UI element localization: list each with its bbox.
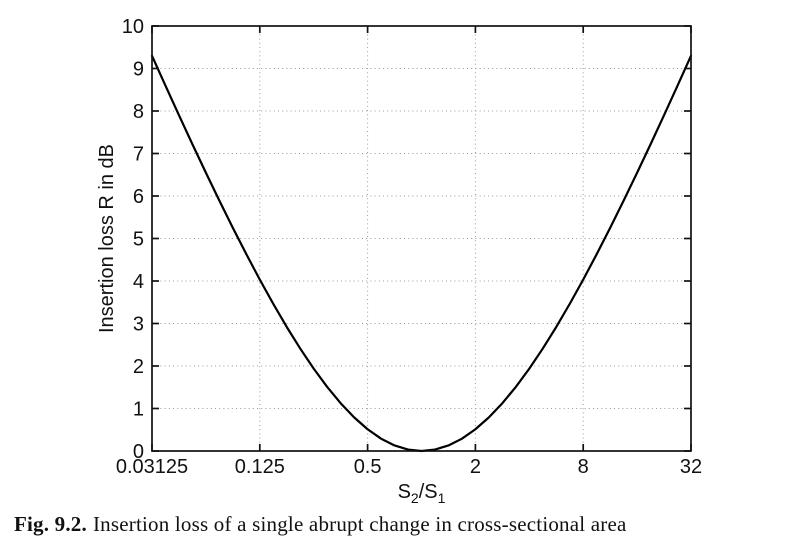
- insertion-loss-chart: 0 1 2 3 4 5 6 7 8 9 10 0.03125 0.125 0.5 2 8 32 Insertion…: [96, 16, 702, 506]
- caption-text: Insertion loss of a single abrupt change…: [92, 512, 627, 536]
- x-tick-label: 8: [578, 456, 589, 478]
- figure-caption: Fig. 9.2. Insertion loss of a single abru…: [14, 512, 794, 537]
- x-tick-label: 32: [680, 456, 702, 478]
- x-axis-label: S2/S1: [398, 481, 446, 506]
- insertion-loss-curve: [150, 54, 693, 453]
- y-tick-label: 2: [133, 356, 144, 378]
- x-tick-label: 0.03125: [116, 456, 188, 478]
- y-tick-label: 4: [133, 271, 144, 293]
- y-tick-label: 9: [133, 59, 144, 81]
- x-tick-label: 0.125: [235, 456, 285, 478]
- x-tick-label: 0.5: [354, 456, 382, 478]
- y-tick-label: 0: [133, 441, 144, 463]
- x-tick-label: 2: [470, 456, 481, 478]
- y-tick-label: 3: [133, 314, 144, 336]
- grid-lines: [152, 26, 691, 451]
- tick-marks: [151, 25, 692, 452]
- y-tick-label: 5: [133, 229, 144, 251]
- y-tick-label: 10: [122, 16, 144, 38]
- data-curve: [150, 54, 693, 453]
- caption-number: Fig. 9.2.: [14, 512, 87, 536]
- y-axis-label: Insertion loss R in dB: [96, 144, 118, 333]
- y-tick-label: 7: [133, 144, 144, 166]
- y-tick-label: 1: [133, 399, 144, 421]
- axis-labels: 0 1 2 3 4 5 6 7 8 9 10 0.03125 0.125 0.5 2 8 32 Insertion…: [96, 16, 702, 506]
- y-tick-label: 8: [133, 101, 144, 123]
- y-tick-label: 6: [133, 186, 144, 208]
